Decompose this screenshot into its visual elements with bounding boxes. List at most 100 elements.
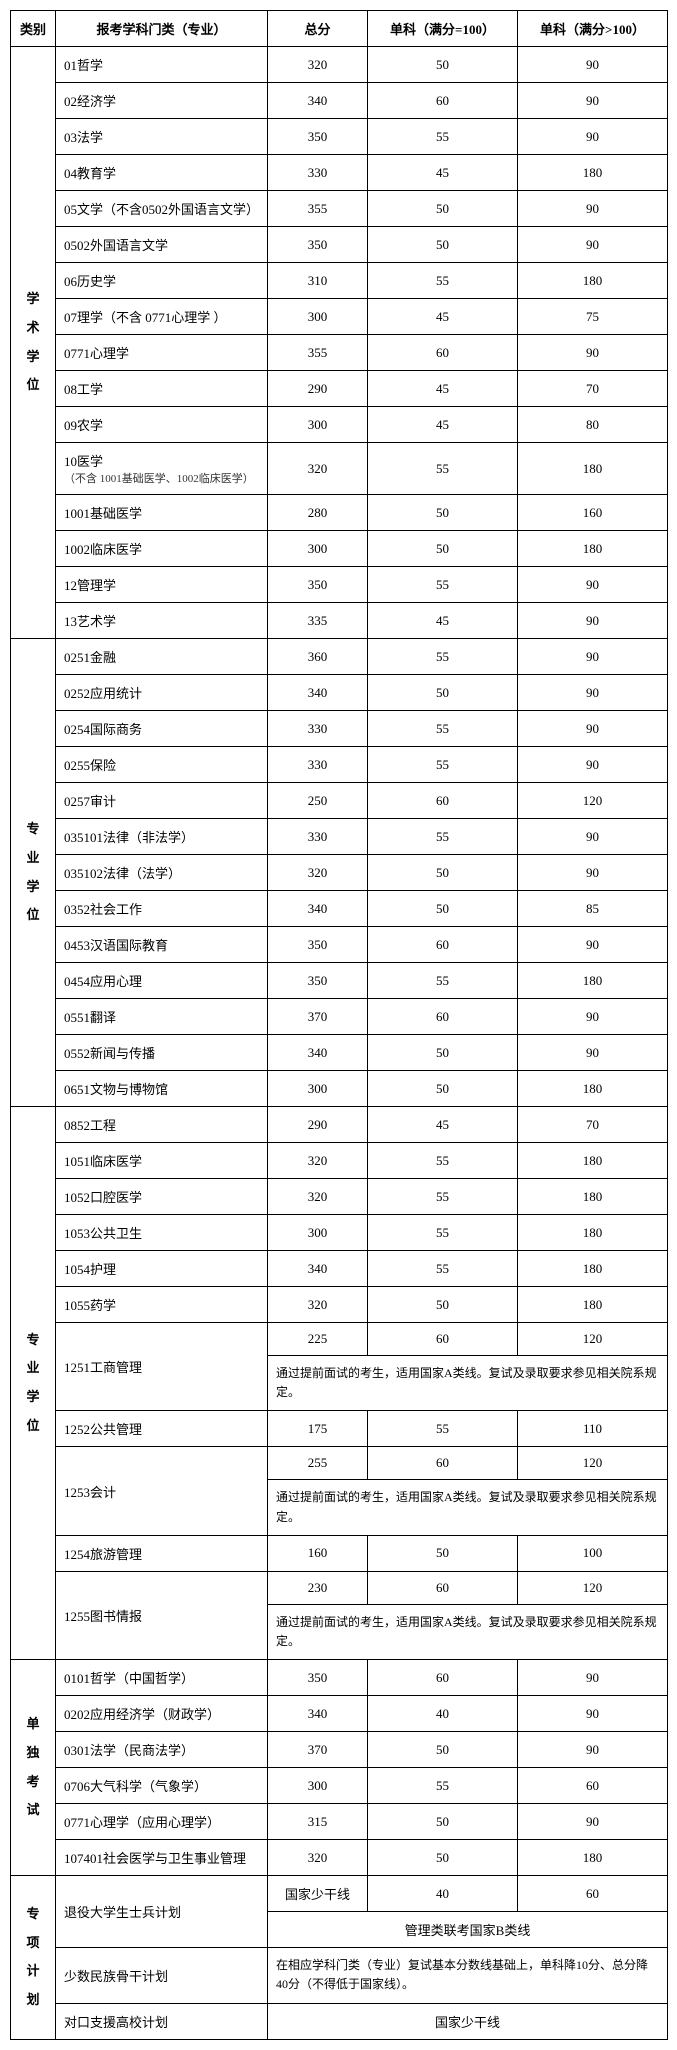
- table-row: 1253会计25560120: [11, 1447, 668, 1480]
- cell: 320: [268, 855, 368, 891]
- cell: 1053公共卫生: [56, 1215, 268, 1251]
- cell: 45: [368, 299, 518, 335]
- cell: 300: [268, 1071, 368, 1107]
- cell: 0551翻译: [56, 999, 268, 1035]
- cell: 180: [518, 1840, 668, 1876]
- cell: 90: [518, 191, 668, 227]
- cell: 330: [268, 155, 368, 191]
- cell: 55: [368, 1215, 518, 1251]
- cell: 55: [368, 747, 518, 783]
- cell: 0257审计: [56, 783, 268, 819]
- note-cell: 国家少干线: [268, 2003, 668, 2039]
- table-row: 0502外国语言文学3505090: [11, 227, 668, 263]
- table-row: 0202应用经济学（财政学）3404090: [11, 1696, 668, 1732]
- table-row: 1052口腔医学32055180: [11, 1179, 668, 1215]
- cell: 0453汉语国际教育: [56, 927, 268, 963]
- table-row: 0352社会工作3405085: [11, 891, 668, 927]
- header-single100: 单科（满分=100）: [368, 11, 518, 47]
- table-row: 0254国际商务3305590: [11, 711, 668, 747]
- cell: 320: [268, 1143, 368, 1179]
- cell: 0771心理学（应用心理学）: [56, 1804, 268, 1840]
- cell: 55: [368, 263, 518, 299]
- cell: 50: [368, 675, 518, 711]
- cell: 90: [518, 639, 668, 675]
- cell: 340: [268, 1251, 368, 1287]
- cell: 320: [268, 1179, 368, 1215]
- cell: 350: [268, 119, 368, 155]
- cell: 40: [368, 1696, 518, 1732]
- table-row: 0552新闻与传播3405090: [11, 1035, 668, 1071]
- cell: 60: [368, 1323, 518, 1356]
- table-row: 09农学3004580: [11, 407, 668, 443]
- cell: 70: [518, 1107, 668, 1143]
- cell: 1251工商管理: [56, 1323, 268, 1411]
- table-row: 1001基础医学28050160: [11, 495, 668, 531]
- cell: 180: [518, 1071, 668, 1107]
- table-row: 1254旅游管理16050100: [11, 1535, 668, 1571]
- cell: 0252应用统计: [56, 675, 268, 711]
- cell: 55: [368, 1179, 518, 1215]
- cell: 60: [518, 1768, 668, 1804]
- cell: 0706大气科学（气象学）: [56, 1768, 268, 1804]
- cell: 340: [268, 891, 368, 927]
- note-cell: 通过提前面试的考生，适用国家A类线。复试及录取要求参见相关院系规定。: [268, 1480, 668, 1535]
- category-cell: 专业学位: [11, 1107, 56, 1660]
- cell: 60: [368, 783, 518, 819]
- cell: 1054护理: [56, 1251, 268, 1287]
- cell: 320: [268, 47, 368, 83]
- cell: 70: [518, 371, 668, 407]
- cell: 180: [518, 1143, 668, 1179]
- table-row: 0551翻译3706090: [11, 999, 668, 1035]
- cell: 180: [518, 155, 668, 191]
- cell: 55: [368, 963, 518, 999]
- cell: 355: [268, 191, 368, 227]
- cell: 350: [268, 963, 368, 999]
- cell: 50: [368, 855, 518, 891]
- cell: 120: [518, 1323, 668, 1356]
- cell: 55: [368, 119, 518, 155]
- table-row: 学术学位01哲学3205090: [11, 47, 668, 83]
- cell: 300: [268, 1215, 368, 1251]
- cell: 45: [368, 1107, 518, 1143]
- table-row: 0301法学（民商法学）3705090: [11, 1732, 668, 1768]
- cell: 350: [268, 567, 368, 603]
- cell: 1002临床医学: [56, 531, 268, 567]
- cell: 0101哲学（中国哲学）: [56, 1660, 268, 1696]
- cell: 08工学: [56, 371, 268, 407]
- category-cell: 专业学位: [11, 639, 56, 1107]
- cell: 320: [268, 1840, 368, 1876]
- cell: 90: [518, 1732, 668, 1768]
- table-row: 0252应用统计3405090: [11, 675, 668, 711]
- cell: 340: [268, 1696, 368, 1732]
- cell: 02经济学: [56, 83, 268, 119]
- cell: 60: [368, 83, 518, 119]
- cell: 1255图书情报: [56, 1571, 268, 1659]
- cell: 180: [518, 531, 668, 567]
- cell: 90: [518, 227, 668, 263]
- cell: 04教育学: [56, 155, 268, 191]
- table-row: 08工学2904570: [11, 371, 668, 407]
- cell: 160: [518, 495, 668, 531]
- cell: 310: [268, 263, 368, 299]
- cell: 50: [368, 1840, 518, 1876]
- cell: 350: [268, 927, 368, 963]
- table-row: 0453汉语国际教育3506090: [11, 927, 668, 963]
- table-row: 05文学（不含0502外国语言文学）3555090: [11, 191, 668, 227]
- cell: 300: [268, 531, 368, 567]
- cell: 0502外国语言文学: [56, 227, 268, 263]
- table-row: 1053公共卫生30055180: [11, 1215, 668, 1251]
- cell: 340: [268, 83, 368, 119]
- header-category: 类别: [11, 11, 56, 47]
- cell: 55: [368, 819, 518, 855]
- cell: 035102法律（法学）: [56, 855, 268, 891]
- cell: 对口支援高校计划: [56, 2003, 268, 2039]
- cell: 370: [268, 1732, 368, 1768]
- header-total: 总分: [268, 11, 368, 47]
- cell: 90: [518, 119, 668, 155]
- cell: 225: [268, 1323, 368, 1356]
- table-row: 0771心理学（应用心理学）3155090: [11, 1804, 668, 1840]
- category-cell: 学术学位: [11, 47, 56, 639]
- cell: 50: [368, 1732, 518, 1768]
- cell: 120: [518, 1447, 668, 1480]
- cell: 50: [368, 531, 518, 567]
